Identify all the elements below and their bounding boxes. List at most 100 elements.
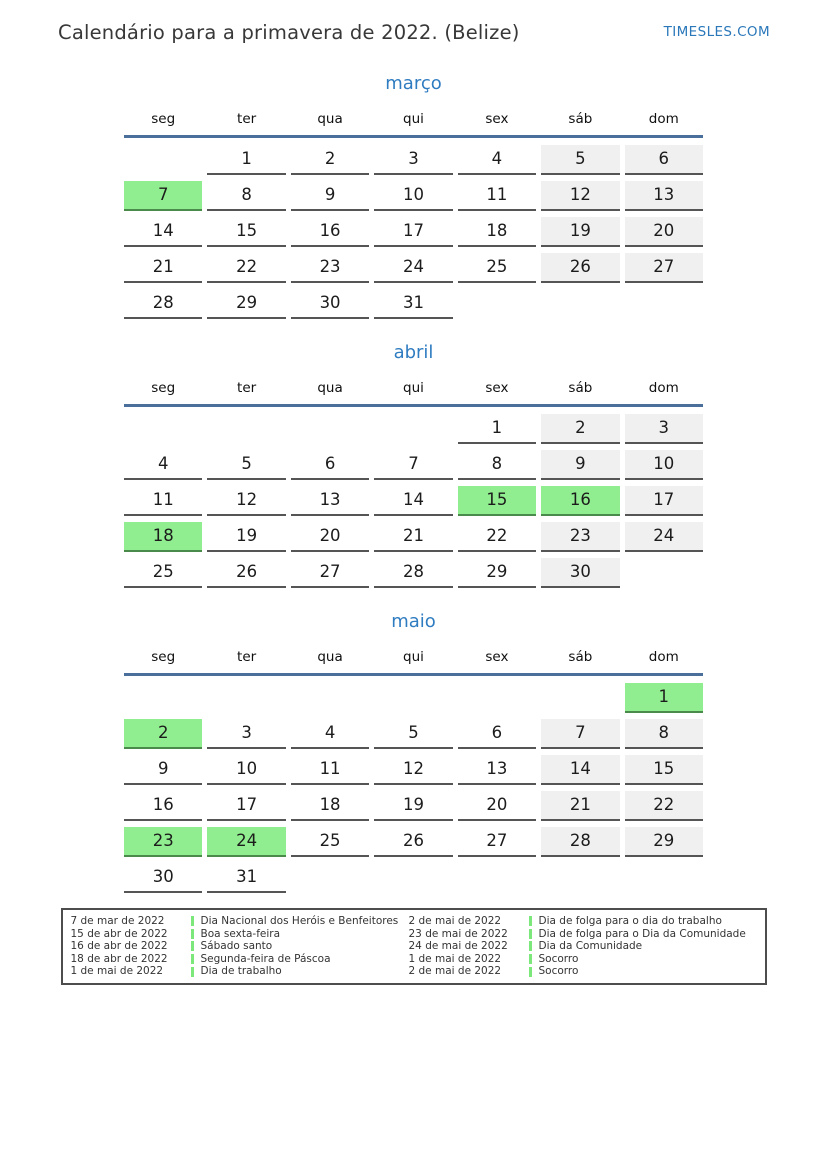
day-cell-março-8: 8: [207, 181, 286, 211]
weekday-label: qui: [403, 649, 424, 665]
day-cell-março-23: 23: [290, 253, 370, 283]
calendar-months: março seg ter qua qui sex sáb dom 1 2 3 4 5 6 7 8 9 10 11 1…: [0, 73, 827, 893]
day-cell-abril-16: 16: [541, 486, 620, 516]
empty-cell: [625, 863, 703, 891]
empty-cell: [541, 863, 619, 891]
empty-cell: [458, 683, 536, 711]
legend-date: 7 de mar de 2022: [70, 915, 165, 927]
day-cell-março-6: 6: [624, 145, 703, 175]
legend-entry: 16 de abr de 2022 Sábado santo: [71, 940, 409, 953]
day-cell-abril-15: 15: [457, 486, 537, 516]
legend-holiday-name: Sábado santo: [200, 940, 273, 953]
holiday-marker-icon: [190, 916, 194, 927]
day-cell-maio-22: 22: [624, 791, 703, 821]
day-cell-maio-25: 25: [290, 827, 370, 857]
legend-date: 1 de mai de 2022: [70, 965, 164, 978]
holiday-marker-icon: [190, 954, 194, 965]
day-cell-abril-25: 25: [124, 558, 203, 588]
day-cell-março-14: 14: [124, 217, 203, 247]
legend-date: 1 de mai de 2022: [408, 952, 502, 965]
day-cell-maio-6: 6: [457, 719, 537, 749]
day-cell-abril-19: 19: [207, 522, 286, 552]
day-cell-maio-12: 12: [374, 755, 453, 785]
day-cell-maio-3: 3: [207, 719, 286, 749]
empty-cell: [124, 414, 202, 442]
day-cell-março-31: 31: [374, 289, 453, 319]
day-cell-abril-8: 8: [457, 450, 537, 480]
day-grid: 1 2 3 4 5 6 7 8 9 10 11 12 13 14 15 16 17 18 19 20 21 22 23 24 2…: [124, 145, 703, 319]
day-cell-março-2: 2: [290, 145, 370, 175]
empty-cell: [374, 414, 452, 442]
day-cell-maio-17: 17: [207, 791, 286, 821]
holiday-marker-icon: [528, 941, 532, 952]
day-cell-março-13: 13: [624, 181, 703, 211]
legend-holiday-name: Dia da Comunidade: [538, 940, 643, 953]
legend-entry: 1 de mai de 2022 Dia de trabalho: [71, 965, 409, 978]
empty-cell: [374, 863, 452, 891]
weekday-label: dom: [648, 111, 679, 127]
day-cell-março-3: 3: [374, 145, 453, 175]
day-cell-maio-23: 23: [124, 827, 203, 857]
weekday-label: sex: [485, 380, 509, 396]
empty-cell: [625, 558, 703, 586]
month-title: maio: [391, 611, 436, 632]
day-cell-maio-7: 7: [541, 719, 620, 749]
day-cell-abril-24: 24: [624, 522, 703, 552]
day-cell-maio-27: 27: [457, 827, 537, 857]
page-header: Calendário para a primavera de 2022. (Be…: [0, 0, 827, 44]
day-cell-abril-2: 2: [541, 414, 620, 444]
day-cell-maio-13: 13: [457, 755, 537, 785]
day-cell-março-27: 27: [624, 253, 703, 283]
site-link[interactable]: TIMESLES.COM: [663, 24, 770, 40]
weekday-label: ter: [237, 111, 257, 127]
day-cell-abril-27: 27: [290, 558, 370, 588]
weekday-label: seg: [151, 380, 176, 396]
day-cell-abril-7: 7: [374, 450, 453, 480]
day-cell-maio-16: 16: [124, 791, 203, 821]
holiday-marker-icon: [528, 928, 532, 939]
day-cell-março-16: 16: [290, 217, 370, 247]
legend-entry: 7 de mar de 2022 Dia Nacional dos Heróis …: [71, 915, 409, 928]
day-cell-abril-3: 3: [624, 414, 703, 444]
day-cell-abril-17: 17: [624, 486, 703, 516]
day-cell-março-10: 10: [374, 181, 453, 211]
holiday-marker-icon: [190, 928, 194, 939]
weekday-label: qui: [403, 380, 424, 396]
day-cell-março-18: 18: [457, 217, 537, 247]
legend-holiday-name: Socorro: [538, 965, 579, 978]
legend-date: 2 de mai de 2022: [408, 965, 502, 978]
day-cell-maio-19: 19: [374, 791, 453, 821]
empty-cell: [625, 289, 703, 317]
day-cell-abril-22: 22: [457, 522, 537, 552]
header-rule: [124, 673, 703, 676]
day-cell-maio-18: 18: [290, 791, 370, 821]
weekday-label: sex: [485, 111, 509, 127]
page-title: Calendário para a primavera de 2022. (Be…: [58, 21, 520, 44]
empty-cell: [207, 414, 285, 442]
weekday-label: sáb: [568, 380, 593, 396]
day-cell-abril-18: 18: [124, 522, 203, 552]
day-cell-abril-14: 14: [374, 486, 453, 516]
legend-date: 16 de abr de 2022: [70, 940, 168, 953]
month-maio: maio seg ter qua qui sex sáb dom 1 2 3 4 5 6 7 8 9 10 11 12…: [124, 611, 703, 893]
day-grid: 1 2 3 4 5 6 7 8 9 10 11 12 13 14 15 16 17 18 19 20 21 22 23 24 2…: [124, 414, 703, 588]
day-cell-março-15: 15: [207, 217, 286, 247]
day-cell-março-21: 21: [124, 253, 203, 283]
holiday-marker-icon: [528, 916, 532, 927]
day-cell-março-29: 29: [207, 289, 286, 319]
empty-cell: [458, 863, 536, 891]
day-cell-maio-14: 14: [541, 755, 620, 785]
day-cell-abril-29: 29: [457, 558, 537, 588]
legend-entry: 1 de mai de 2022 Socorro: [409, 953, 765, 966]
holiday-marker-icon: [528, 954, 532, 965]
legend-date: 2 de mai de 2022: [408, 915, 502, 927]
day-cell-março-20: 20: [624, 217, 703, 247]
day-cell-maio-21: 21: [541, 791, 620, 821]
legend-holiday-name: Boa sexta-feira: [200, 927, 281, 940]
day-cell-março-1: 1: [207, 145, 286, 175]
day-cell-março-19: 19: [541, 217, 620, 247]
weekday-label: qua: [317, 380, 343, 396]
weekday-label: qua: [317, 111, 343, 127]
day-cell-abril-10: 10: [624, 450, 703, 480]
day-cell-março-4: 4: [457, 145, 537, 175]
